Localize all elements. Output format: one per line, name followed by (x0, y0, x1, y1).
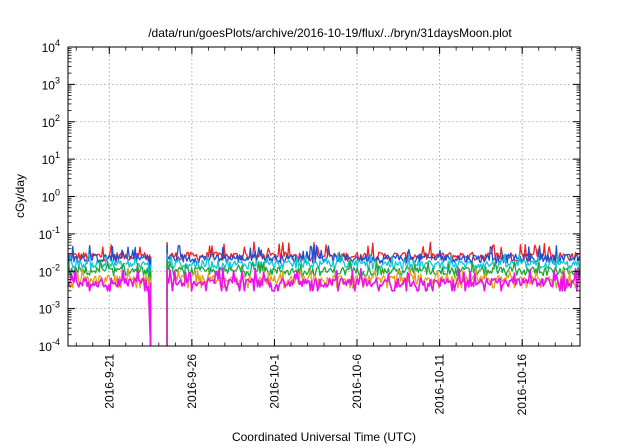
x-axis-label: Coordinated Universal Time (UTC) (232, 430, 416, 444)
chart-title: /data/run/goesPlots/archive/2016-10-19/f… (148, 26, 512, 40)
series-line (67, 267, 580, 347)
x-tick-label: 2016-10-6 (350, 354, 364, 409)
grid (68, 47, 580, 346)
y-tick-label: 104 (42, 38, 60, 55)
x-tick-label: 2016-10-16 (515, 354, 529, 416)
y-tick-label: 10-4 (39, 337, 60, 354)
y-tick-label: 102 (42, 113, 60, 130)
y-axis-ticks: 10-4 10-3 10-2 10-1 100 101 102 103 104 (39, 38, 580, 354)
series-line (67, 252, 580, 347)
x-tick-label: 2016-10-11 (433, 354, 447, 415)
y-tick-label: 10-3 (39, 300, 60, 317)
y-tick-label: 101 (42, 150, 60, 167)
y-tick-label: 10-2 (39, 262, 60, 279)
x-tick-label: 2016-9-26 (185, 354, 199, 409)
series-lines (67, 241, 580, 347)
y-axis-label: cGy/day (13, 174, 27, 218)
y-tick-label: 100 (42, 188, 60, 205)
x-tick-label: 2016-9-21 (102, 354, 116, 409)
x-tick-label: 2016-10-1 (267, 354, 281, 409)
y-tick-label: 103 (42, 75, 60, 92)
y-tick-label: 10-1 (39, 225, 60, 242)
x-axis-ticks: 2016-9-21 2016-9-26 2016-10-1 2016-10-6 2016… (75, 47, 573, 416)
series-line (67, 259, 580, 347)
